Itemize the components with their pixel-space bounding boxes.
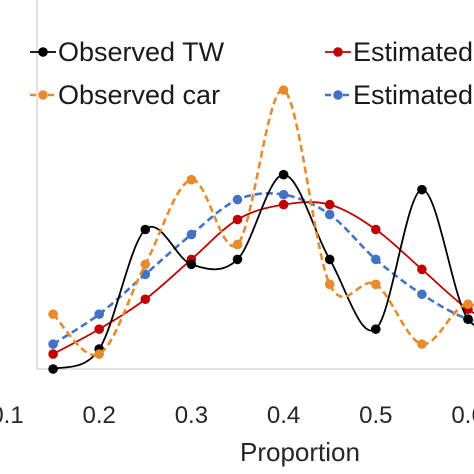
data-point-estimated-car	[417, 289, 427, 300]
legend-marker-observed-tw	[38, 47, 48, 57]
data-point-observed-tw	[232, 254, 243, 265]
data-point-observed-tw	[417, 184, 427, 195]
data-point-estimated-car	[324, 209, 335, 220]
data-point-observed-car	[140, 259, 151, 270]
data-point-observed-tw	[278, 169, 289, 180]
data-point-estimated-car	[232, 194, 243, 205]
data-point-estimated-tw	[48, 349, 58, 359]
data-point-observed-car	[232, 239, 243, 250]
legend-label-estimated-tw: Estimated TW	[353, 37, 474, 67]
data-point-observed-tw	[48, 364, 58, 374]
legend-marker-observed-car	[38, 90, 48, 100]
data-point-estimated-tw	[140, 294, 151, 305]
data-point-observed-car	[48, 309, 58, 320]
series-line-estimated-car	[52, 192, 474, 346]
data-point-estimated-car	[94, 309, 104, 320]
data-point-estimated-tw	[371, 224, 381, 235]
data-point-observed-car	[278, 85, 289, 95]
x-tick-label: 0.4	[267, 402, 300, 429]
data-point-observed-car	[94, 349, 104, 359]
legend-marker-estimated-car	[333, 90, 343, 100]
series-line-observed-tw	[52, 173, 474, 370]
legend-label-observed-tw: Observed TW	[58, 37, 225, 67]
data-point-estimated-car	[371, 254, 381, 265]
data-point-observed-car	[186, 174, 197, 185]
x-tick-label: 0.5	[359, 402, 392, 429]
data-point-observed-car	[463, 299, 473, 310]
legend-label-estimated-car: Estimated car	[353, 80, 474, 110]
x-tick-label: 0.6	[451, 402, 474, 429]
legend-label-observed-car: Observed car	[58, 80, 220, 110]
data-point-estimated-tw	[324, 199, 335, 210]
data-point-estimated-car	[278, 189, 289, 200]
data-point-observed-tw	[371, 324, 381, 334]
data-point-estimated-tw	[278, 199, 289, 210]
data-point-estimated-tw	[417, 264, 427, 275]
data-point-estimated-car	[48, 339, 58, 349]
data-point-estimated-tw	[232, 214, 243, 225]
x-tick-label: 0.1	[0, 402, 24, 429]
x-axis-label: Proportion	[240, 437, 360, 467]
data-point-estimated-car	[186, 229, 197, 240]
data-point-observed-car	[371, 279, 381, 290]
x-tick-label: 0.3	[175, 402, 208, 429]
data-point-observed-tw	[324, 254, 335, 265]
data-point-observed-car	[417, 339, 427, 349]
data-point-estimated-tw	[94, 324, 104, 334]
series-layer	[48, 85, 474, 374]
x-tick-label: 0.2	[83, 402, 116, 429]
data-point-observed-tw	[140, 224, 151, 235]
data-point-observed-car	[324, 279, 335, 290]
data-point-observed-tw	[186, 259, 197, 270]
data-point-observed-tw	[463, 314, 473, 324]
series-line-observed-car	[52, 88, 474, 357]
legend: Observed TW Estimated TW Observed car Estim…	[30, 37, 474, 110]
legend-marker-estimated-tw	[333, 47, 343, 57]
x-tick-labels: 0.1 0.2 0.3 0.4 0.5 0.6	[0, 402, 474, 429]
